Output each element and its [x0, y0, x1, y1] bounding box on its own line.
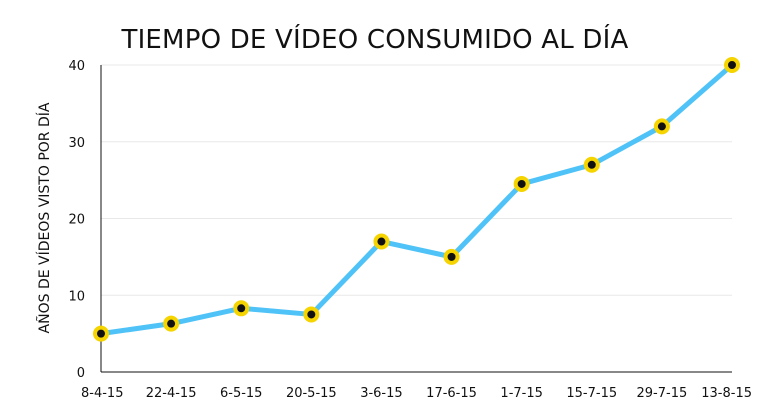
data-point-0 [93, 325, 109, 342]
x-tick-label-8: 29-7-15 [637, 386, 688, 401]
data-point-3 [303, 306, 320, 323]
y-tick-label-1: 10 [68, 289, 85, 304]
x-tick-label-3: 20-5-15 [286, 386, 337, 401]
x-tick-label-2: 6-5-15 [220, 386, 262, 401]
data-point-2 [233, 300, 250, 317]
chart-title-group: TIEMPO DE VÍDEO CONSUMIDO AL DÍA [120, 23, 628, 55]
y-axis-title-group: AÑOS DE VÍDEOS VISTO POR DÍA [36, 102, 53, 333]
data-point-1 [163, 315, 180, 332]
x-tick-label-0: 8-4-15 [81, 386, 123, 401]
y-axis-title: AÑOS DE VÍDEOS VISTO POR DÍA [36, 102, 53, 333]
y-tick-label-0: 0 [77, 366, 85, 381]
y-tick-label-3: 30 [68, 136, 85, 151]
data-point-9 [724, 57, 740, 73]
data-point-5 [443, 248, 460, 265]
x-tick-labels: 8-4-15 22-4-15 6-5-15 20-5-15 3-6-15 17-6-15 1… [81, 386, 752, 401]
data-point-4 [373, 233, 390, 250]
y-tick-label-2: 20 [68, 213, 85, 228]
series-line-0 [98, 62, 735, 337]
data-point-6 [513, 175, 530, 192]
chart-title: TIEMPO DE VÍDEO CONSUMIDO AL DÍA [120, 23, 628, 55]
x-tick-label-1: 22-4-15 [146, 386, 197, 401]
x-tick-label-6: 1-7-15 [500, 386, 542, 401]
axes [100, 65, 732, 373]
series-layer [93, 57, 740, 342]
x-tick-label-4: 3-6-15 [360, 386, 402, 401]
data-point-7 [583, 156, 600, 173]
x-tick-label-9: 13-8-15 [701, 386, 752, 401]
data-point-8 [653, 118, 670, 135]
grid [101, 64, 732, 296]
y-tick-labels: 0 10 20 30 40 [68, 59, 85, 381]
x-tick-label-5: 17-6-15 [426, 386, 477, 401]
x-tick-label-7: 15-7-15 [566, 386, 617, 401]
y-tick-label-4: 40 [68, 59, 85, 74]
